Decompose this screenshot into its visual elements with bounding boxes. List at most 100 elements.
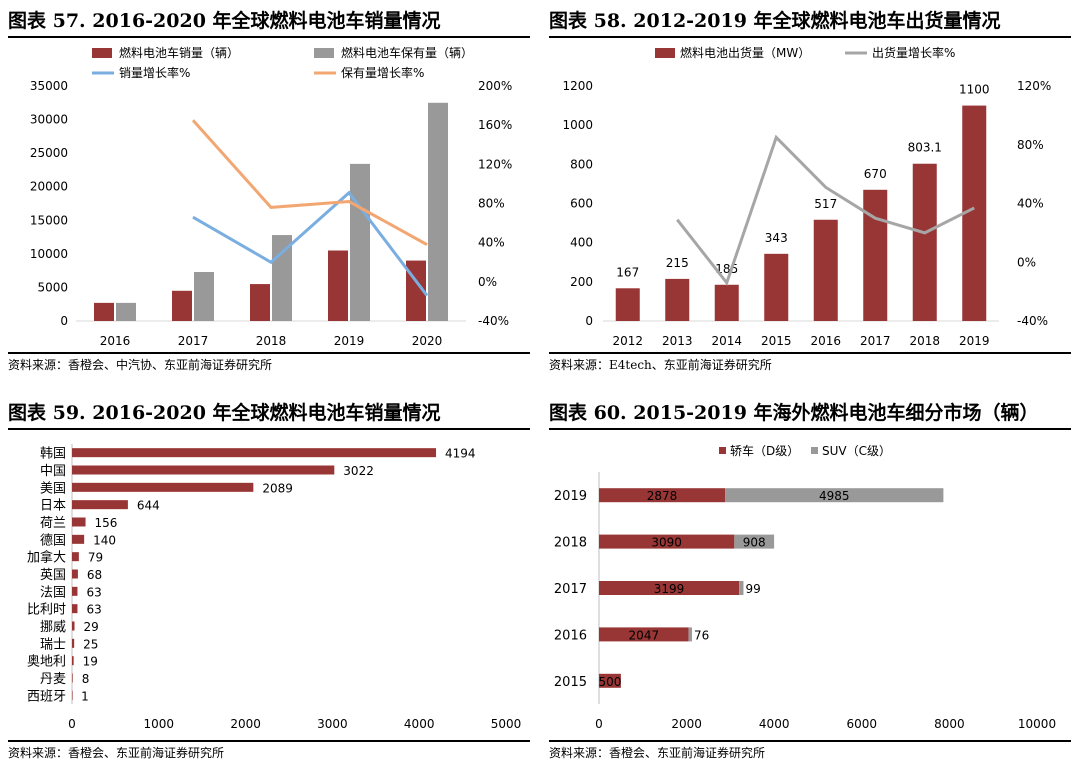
category-label: 加拿大 (27, 550, 66, 566)
bar-country (72, 621, 75, 631)
bar-country (72, 673, 73, 683)
bar-country (72, 656, 74, 666)
chart-panel-59: 图表 59. 2016-2020 年全球燃料电池车销量情况 0 1000 2000 3… (8, 398, 530, 765)
x-tick-label: 2016 (810, 334, 841, 348)
bar-shipment (764, 253, 789, 321)
x-tick-label: 0 (595, 717, 603, 731)
bar-sedan (599, 581, 740, 595)
y2-tick-label: 200% (478, 79, 512, 93)
bar-data-label: 63 (86, 603, 101, 617)
category-label: 荷兰 (40, 516, 66, 531)
bar-shipment (912, 163, 937, 321)
category-label: 德国 (40, 533, 66, 548)
category-label: 奥地利 (27, 655, 66, 670)
y2-tick-label: 0% (478, 275, 497, 289)
bar-stock (116, 302, 136, 321)
x-tick-label: 2015 (761, 334, 792, 348)
bar-data-label: 8 (82, 672, 90, 686)
chart-source: 资料来源：香橙会、东亚前海证券研究所 (8, 740, 530, 764)
y-tick-label: 35000 (30, 79, 68, 93)
line-sales-growth (192, 190, 429, 297)
bar-data-label: 4985 (819, 489, 850, 503)
bar-data-label: 2047 (629, 628, 660, 642)
x-tick-label: 2017 (860, 334, 891, 348)
chart-svg: 0 200 400 600 800 1000 1200 -40% 0% 40% 80% 120% 201… (562, 45, 1051, 348)
bar-country (72, 604, 78, 614)
y-tick-label: 20000 (30, 180, 68, 194)
bar-shipment (813, 219, 838, 321)
bar-data-label: 908 (743, 536, 766, 550)
bar-shipment (615, 288, 640, 321)
y2-tick-label: 120% (1017, 79, 1051, 93)
y2-tick-label: 160% (478, 118, 512, 132)
y2-tick-label: 120% (478, 157, 512, 171)
x-tick-label: 10000 (1018, 717, 1056, 731)
category-label: 日本 (40, 499, 66, 514)
legend-stock-growth-label: 保有量增长率% (341, 65, 424, 80)
legend-stock-label: 燃料电池车保有量（辆） (341, 45, 473, 60)
y-tick-label: 30000 (30, 113, 68, 127)
bar-country (72, 690, 73, 700)
bar-data-label: 343 (765, 231, 788, 245)
bar-sedan (599, 673, 621, 688)
y2-tick-label: 80% (478, 197, 505, 211)
category-label: 2018 (554, 536, 587, 551)
bar-data-label: 1100 (959, 83, 990, 97)
legend-suv-swatch (811, 447, 818, 454)
x-tick-label: 3000 (317, 717, 348, 731)
x-tick-label: 2012 (612, 334, 643, 348)
bar-data-label: 803.1 (908, 141, 942, 155)
x-tick-label: 2014 (711, 334, 742, 348)
legend-shipment-swatch (655, 48, 675, 58)
line-shipment-growth (676, 134, 975, 286)
category-label: 韩国 (40, 447, 66, 462)
bar-country (72, 500, 128, 510)
category-label: 2019 (554, 489, 587, 504)
y-tick-label: 200 (570, 275, 593, 289)
x-tick-label: 2018 (909, 334, 940, 348)
legend-shipment-label: 燃料电池出货量（MW） (680, 45, 810, 60)
y2-tick-label: 0% (1017, 255, 1036, 269)
bar-data-label: 4194 (445, 447, 476, 461)
category-label: 美国 (40, 481, 66, 496)
bar-data-label: 19 (83, 655, 98, 669)
bar-sedan (599, 488, 726, 503)
bar-country (72, 465, 335, 475)
bar-shipment (714, 284, 739, 321)
bar-data-label: 644 (137, 499, 160, 513)
x-tick-label: 2017 (178, 334, 209, 348)
line-stock-growth (191, 119, 428, 246)
bar-sales (328, 250, 348, 321)
legend-suv-label: SUV（C级） (822, 444, 891, 458)
y-tick-label: 25000 (30, 146, 68, 160)
x-tick-label: 4000 (759, 717, 790, 731)
category-label: 中国 (40, 464, 66, 479)
y-tick-label: 1200 (562, 79, 593, 93)
category-label: 丹麦 (40, 672, 66, 687)
legend-stock-swatch (314, 48, 334, 58)
y2-tick-label: 40% (1017, 197, 1044, 211)
chart-panel-58: 图表 58. 2012-2019 年全球燃料电池车出货量情况 0 200 400 60… (549, 6, 1071, 376)
x-tick-label: 8000 (934, 717, 965, 731)
y-tick-label: 15000 (30, 213, 68, 227)
bar-sales (94, 302, 114, 321)
x-tick-label: 2019 (959, 334, 990, 348)
y2-tick-label: 80% (1017, 138, 1044, 152)
chart-title: 图表 59. 2016-2020 年全球燃料电池车销量情况 (8, 398, 530, 430)
bar-country (72, 638, 75, 648)
bar-data-label: 500 (598, 675, 621, 689)
bar-stock (194, 271, 214, 321)
bar-country (72, 448, 437, 458)
y-tick-label: 0 (585, 314, 593, 328)
chart-source: 资料来源：香橙会、东亚前海证券研究所 (549, 740, 1071, 764)
bar-sedan (599, 627, 689, 642)
bar-suv (725, 488, 944, 503)
bar-data-label: 3022 (343, 464, 374, 478)
bar-country (72, 586, 78, 596)
category-label: 2016 (554, 628, 587, 643)
x-tick-label: 2016 (100, 334, 131, 348)
y-tick-label: 10000 (30, 247, 68, 261)
bar-data-label: 140 (93, 533, 116, 547)
bar-sales (172, 290, 192, 321)
x-tick-label: 4000 (404, 717, 435, 731)
